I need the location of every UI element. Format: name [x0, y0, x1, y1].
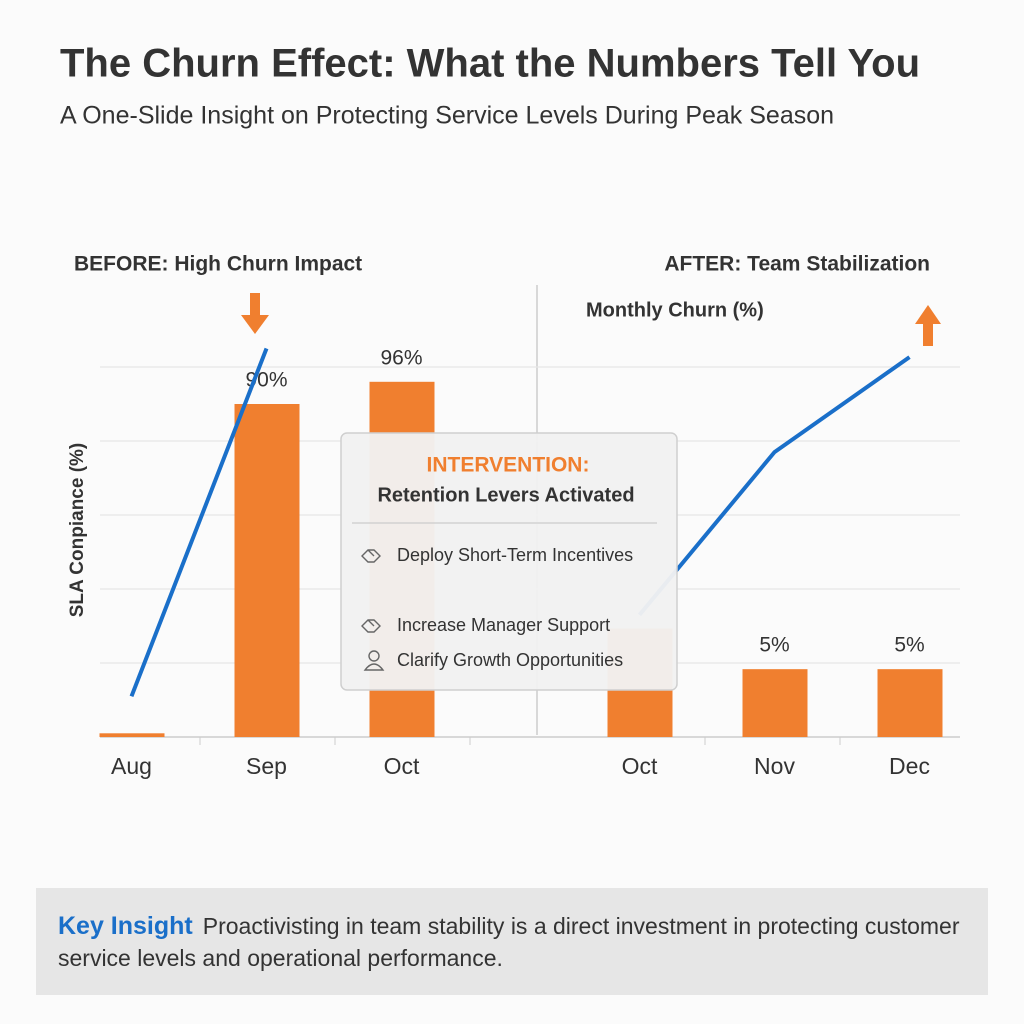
y-axis-label: SLA Conpiance (%): [67, 443, 88, 618]
line: [129, 347, 269, 698]
line: [637, 355, 911, 617]
panel-title: AFTER: Team Stabilization: [664, 253, 930, 276]
insight-box: Key Insight Proactivisting in team stabil…: [36, 888, 988, 995]
bar: [742, 669, 808, 737]
x-tick-label: Oct: [384, 753, 420, 779]
intervention-item: Increase Manager Support: [397, 615, 610, 635]
title: The Churn Effect: What the Numbers Tell …: [60, 42, 920, 86]
down-arrow: [241, 293, 269, 334]
value-label: 96%: [380, 346, 422, 369]
x-tick-label: Nov: [754, 753, 795, 779]
value-label: 5%: [759, 634, 789, 657]
insight-text: Proactivisting in team stability is a di…: [58, 913, 960, 971]
intervention-item: Deploy Short-Term Incentives: [397, 545, 633, 565]
intervention-box: INTERVENTION: Retention Levers Activated…: [340, 432, 678, 691]
intervention-title: INTERVENTION:: [427, 454, 590, 477]
bar: [234, 404, 300, 737]
x-tick-label: Aug: [111, 753, 152, 779]
intervention-item: Clarify Growth Opportunities: [397, 650, 623, 670]
panel-title: BEFORE: High Churn Impact: [74, 253, 362, 276]
bar: [99, 733, 165, 737]
y-axis-label: Monthly Churn (%): [586, 299, 764, 321]
x-tick-label: Oct: [622, 753, 658, 779]
value-label: 5%: [894, 634, 924, 657]
insight-label: Key Insight: [58, 912, 193, 940]
up-arrow: [915, 305, 941, 346]
intervention-subtitle: Retention Levers Activated: [377, 484, 634, 506]
x-tick-label: Dec: [889, 753, 930, 779]
bar: [877, 669, 943, 737]
subtitle: A One-Slide Insight on Protecting Servic…: [60, 102, 834, 130]
x-tick-label: Sep: [246, 753, 287, 779]
